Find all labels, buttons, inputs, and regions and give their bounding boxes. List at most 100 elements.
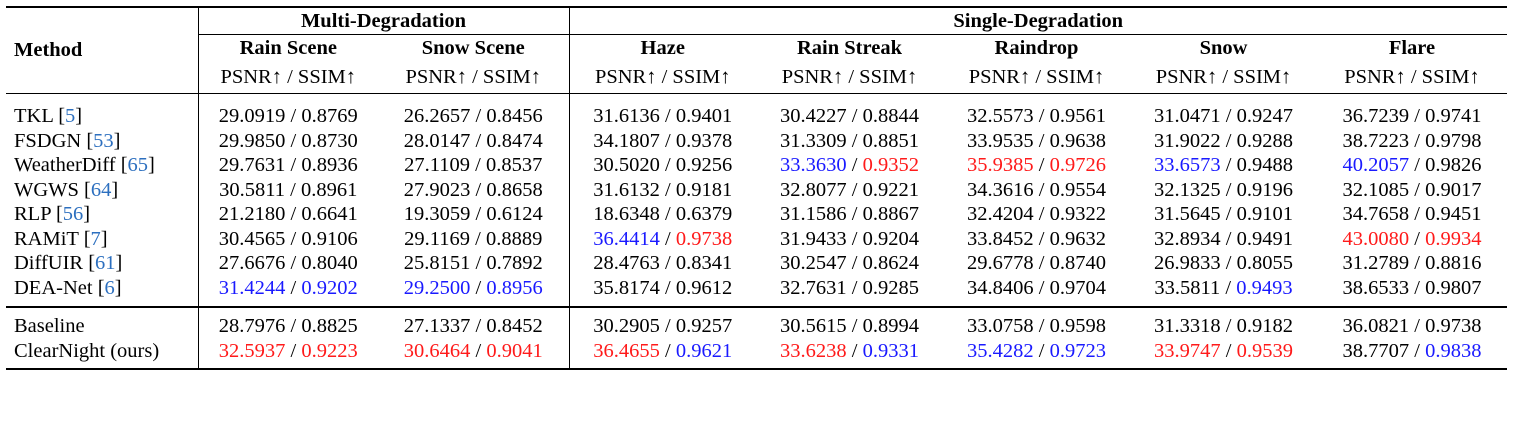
- ssim-value: 0.9561: [1049, 105, 1106, 127]
- ssim-value: 0.9257: [675, 315, 733, 338]
- citation-link[interactable]: 65: [127, 154, 149, 176]
- metric-cell: 33.6573 / 0.9488: [1130, 153, 1317, 178]
- metric-cell: 32.8934 / 0.9491: [1130, 227, 1317, 252]
- ssim-value: 0.9322: [1049, 203, 1106, 225]
- value-separator: /: [1409, 227, 1426, 250]
- col-haze: Haze: [568, 34, 756, 62]
- metric-cell: 31.6136 / 0.9401: [568, 104, 756, 129]
- method-name: RAMiT: [14, 227, 79, 250]
- citation-link[interactable]: 6: [104, 276, 115, 299]
- psnr-value: 29.2500: [403, 276, 471, 299]
- ssim-value: 0.8740: [1049, 252, 1106, 274]
- ssim-value: 0.9738: [1425, 315, 1482, 338]
- value-separator: /: [1033, 129, 1050, 152]
- table-row: RAMiT [7] 30.4565 / 0.9106 29.1169 / 0.888…: [6, 226, 1507, 252]
- value-separator: /: [285, 252, 302, 274]
- psnr-value: 32.1085: [1342, 178, 1410, 201]
- method-name-cell: FSDGN [53]: [14, 129, 121, 152]
- ssim-value: 0.8961: [300, 178, 358, 201]
- metric-cell: 31.3309 / 0.8851: [756, 129, 943, 154]
- method-header: Method: [6, 6, 198, 93]
- metric-cell: 28.0147 / 0.8474: [378, 129, 569, 154]
- method-name: RLP: [14, 203, 51, 225]
- ssim-value: 0.9741: [1425, 105, 1482, 127]
- psnr-value: 29.9850: [218, 129, 286, 152]
- table-row: WeatherDiff [65] 29.7631 / 0.8936 27.1109 …: [6, 153, 1507, 178]
- metric-cell: 32.1085 / 0.9017: [1317, 178, 1507, 203]
- ssim-value: 0.8456: [486, 105, 543, 127]
- metric-cell: 30.5020 / 0.9256: [568, 153, 756, 178]
- ssim-value: 0.8816: [1425, 252, 1482, 274]
- metric-cell: 26.9833 / 0.8055: [1130, 251, 1317, 276]
- metric-label: PSNR↑ / SSIM↑: [781, 66, 918, 89]
- psnr-value: 31.3318: [1154, 315, 1221, 338]
- value-separator: /: [470, 203, 487, 225]
- metric-cell: 31.0471 / 0.9247: [1130, 104, 1317, 129]
- value-separator: /: [659, 276, 676, 299]
- psnr-value: 33.3630: [780, 154, 847, 176]
- col-snow-scene: Snow Scene: [378, 34, 569, 62]
- metric-cell: 36.4655 / 0.9621: [568, 339, 756, 364]
- value-separator: /: [659, 154, 676, 176]
- value-separator: /: [1409, 203, 1426, 225]
- metric-cell: 30.2547 / 0.8624: [756, 251, 943, 276]
- ssim-value: 0.8851: [862, 129, 919, 152]
- ssim-value: 0.9451: [1425, 203, 1482, 225]
- method-name: DiffUIR: [14, 252, 84, 274]
- value-separator: /: [1409, 252, 1426, 274]
- method-name-cell: WeatherDiff [65]: [14, 154, 155, 176]
- psnr-value: 27.9023: [403, 178, 471, 201]
- value-separator: /: [846, 178, 863, 201]
- citation-link[interactable]: 56: [62, 203, 84, 225]
- psnr-value: 36.0821: [1342, 315, 1410, 338]
- psnr-value: 31.9433: [780, 227, 847, 250]
- psnr-value: 31.6136: [593, 105, 660, 127]
- ssim-value: 0.9704: [1049, 276, 1106, 299]
- col-snow: Snow: [1130, 34, 1317, 62]
- psnr-value: 26.2657: [403, 105, 471, 127]
- metric-cell: 33.5811 / 0.9493: [1130, 276, 1317, 301]
- citation-link[interactable]: 53: [93, 129, 114, 152]
- metric-cell: 35.4282 / 0.9723: [943, 339, 1130, 364]
- value-separator: /: [1220, 340, 1237, 363]
- psnr-value: 27.1109: [404, 154, 471, 176]
- ssim-value: 0.9638: [1049, 129, 1106, 152]
- citation-link[interactable]: 7: [90, 227, 101, 250]
- value-separator: /: [285, 276, 302, 299]
- metric-cell: 34.3616 / 0.9554: [943, 178, 1130, 203]
- method-name: TKL: [14, 105, 54, 127]
- value-separator: /: [470, 252, 487, 274]
- citation-link[interactable]: 5: [65, 105, 76, 127]
- psnr-value: 38.7223: [1342, 129, 1410, 152]
- metric-cell: 29.2500 / 0.8956: [378, 276, 569, 301]
- psnr-value: 31.9022: [1154, 129, 1221, 152]
- value-separator: /: [1220, 154, 1237, 176]
- method-name-cell: DEA-Net [6]: [14, 276, 122, 299]
- citation-link[interactable]: 61: [95, 252, 116, 274]
- col-rain-streak: Rain Streak: [756, 34, 943, 62]
- metric-label: PSNR↑ / SSIM↑: [405, 66, 542, 89]
- citation-link[interactable]: 64: [90, 178, 112, 201]
- value-separator: /: [1033, 203, 1050, 225]
- ssim-value: 0.9493: [1236, 276, 1293, 299]
- psnr-value: 28.7976: [218, 315, 286, 338]
- method-name-cell: RLP [56]: [14, 203, 91, 225]
- value-separator: /: [846, 340, 863, 363]
- method-name-cell: Baseline: [6, 314, 198, 339]
- ssim-value: 0.9738: [675, 227, 733, 250]
- value-separator: /: [846, 129, 863, 152]
- metric-cell: 30.5615 / 0.8994: [756, 314, 943, 339]
- method-name: DEA-Net: [14, 276, 93, 299]
- value-separator: /: [1409, 340, 1426, 363]
- ssim-value: 0.8341: [675, 252, 733, 274]
- value-separator: /: [1409, 105, 1426, 127]
- psnr-value: 30.2905: [593, 315, 660, 338]
- value-separator: /: [1033, 227, 1050, 250]
- method-name-cell: TKL [5]: [14, 105, 83, 127]
- method-name-cell: ClearNight (ours): [6, 339, 198, 364]
- ssim-value: 0.8936: [301, 154, 358, 176]
- psnr-value: 31.6132: [593, 178, 660, 201]
- metric-cell: 36.0821 / 0.9738: [1317, 314, 1507, 339]
- value-separator: /: [1033, 154, 1050, 176]
